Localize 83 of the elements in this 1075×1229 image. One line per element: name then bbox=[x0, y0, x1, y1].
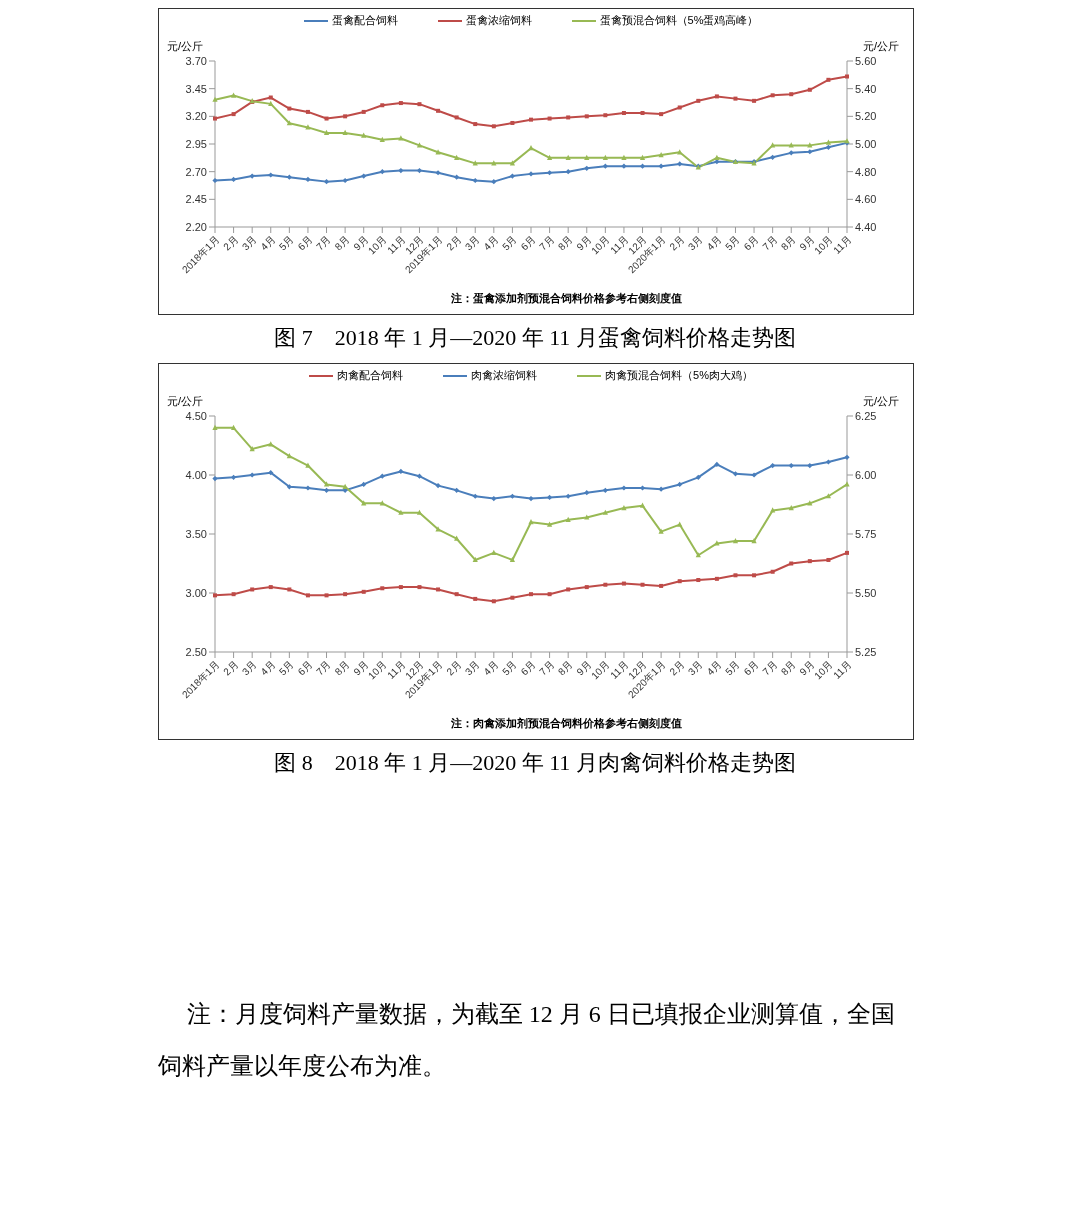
x-tick-label: 5月 bbox=[277, 658, 296, 678]
x-tick-label: 5月 bbox=[723, 233, 742, 253]
y-tick-label: 4.00 bbox=[185, 468, 207, 481]
x-tick-label: 8月 bbox=[332, 658, 352, 678]
y-tick-label: 2.95 bbox=[185, 137, 207, 150]
y2-tick-label: 4.60 bbox=[855, 193, 877, 206]
x-tick-label: 4月 bbox=[704, 658, 724, 678]
x-tick-label: 6月 bbox=[295, 233, 315, 253]
legend-label: 蛋禽预混合饲料（5%蛋鸡高峰） bbox=[599, 13, 759, 28]
y2-tick-label: 5.60 bbox=[855, 54, 877, 67]
x-tick-label: 3月 bbox=[239, 233, 259, 253]
x-tick-label: 3月 bbox=[685, 658, 705, 678]
x-tick-label: 4月 bbox=[258, 658, 278, 678]
y2-tick-label: 5.75 bbox=[855, 527, 877, 540]
x-tick-label: 2月 bbox=[221, 658, 241, 678]
x-tick-label: 3月 bbox=[685, 233, 705, 253]
legend-label: 肉禽预混合饲料（5%肉大鸡） bbox=[605, 368, 753, 383]
legend-label: 蛋禽配合饲料 bbox=[331, 13, 398, 28]
text: 注：月度饲料产量数据，为截至 12 月 6 日已填报企业测算值，全国饲料产量以年度公布为准。 bbox=[158, 1000, 896, 1081]
x-tick-label: 8月 bbox=[778, 233, 798, 253]
y2-axis-title: 元/公斤 bbox=[862, 39, 899, 54]
y-axis-title: 元/公斤 bbox=[167, 394, 204, 409]
x-tick-label: 7月 bbox=[537, 658, 557, 678]
y2-axis-title: 元/公斤 bbox=[862, 394, 899, 409]
y2-tick-label: 5.00 bbox=[855, 137, 877, 150]
y2-tick-label: 4.80 bbox=[855, 165, 877, 178]
x-tick-label: 5月 bbox=[500, 658, 519, 678]
text: 注：蛋禽添加剂预混合饲料价格参考右侧刻度值 bbox=[449, 291, 683, 306]
y-axis-title: 元/公斤 bbox=[167, 39, 204, 54]
y-tick-label: 2.20 bbox=[185, 220, 207, 233]
x-tick-label: 8月 bbox=[555, 658, 575, 678]
y-tick-label: 2.50 bbox=[185, 645, 207, 658]
y2-tick-label: 5.20 bbox=[855, 110, 877, 123]
x-tick-label: 4月 bbox=[481, 233, 501, 253]
x-tick-label: 2月 bbox=[667, 233, 687, 253]
x-tick-label: 2月 bbox=[221, 233, 241, 253]
x-tick-label: 5月 bbox=[723, 658, 742, 678]
x-tick-label: 7月 bbox=[537, 233, 557, 253]
x-tick-label: 6月 bbox=[741, 233, 761, 253]
x-tick-label: 4月 bbox=[704, 233, 724, 253]
text: 图 7 2018 年 1 月—2020 年 11 月蛋禽饲料价格走势图 bbox=[273, 324, 797, 352]
x-tick-label: 3月 bbox=[462, 233, 482, 253]
legend-label: 肉禽配合饲料 bbox=[337, 368, 404, 383]
x-tick-label: 2月 bbox=[667, 658, 687, 678]
y2-tick-label: 5.50 bbox=[855, 586, 877, 599]
y-tick-label: 3.50 bbox=[185, 527, 207, 540]
x-tick-label: 6月 bbox=[295, 658, 315, 678]
text: 注：肉禽添加剂预混合饲料价格参考右侧刻度值 bbox=[449, 716, 683, 731]
x-tick-label: 8月 bbox=[778, 658, 798, 678]
y-tick-label: 3.45 bbox=[185, 82, 207, 95]
y2-tick-label: 6.00 bbox=[855, 468, 877, 481]
x-tick-label: 8月 bbox=[555, 233, 575, 253]
x-tick-label: 4月 bbox=[258, 233, 278, 253]
legend-label: 肉禽浓缩饲料 bbox=[471, 368, 538, 383]
x-tick-label: 4月 bbox=[481, 658, 501, 678]
y2-tick-label: 4.40 bbox=[855, 220, 877, 233]
x-tick-label: 3月 bbox=[462, 658, 482, 678]
x-tick-label: 5月 bbox=[500, 233, 519, 253]
y-tick-label: 4.50 bbox=[185, 409, 207, 422]
x-tick-label: 6月 bbox=[741, 658, 761, 678]
x-tick-label: 7月 bbox=[760, 233, 780, 253]
legend-label: 蛋禽浓缩饲料 bbox=[465, 13, 532, 28]
x-tick-label: 8月 bbox=[332, 233, 352, 253]
y-tick-label: 2.70 bbox=[185, 165, 207, 178]
x-tick-label: 6月 bbox=[518, 233, 538, 253]
x-tick-label: 2月 bbox=[444, 233, 464, 253]
y-tick-label: 3.20 bbox=[185, 110, 207, 123]
x-tick-label: 7月 bbox=[760, 658, 780, 678]
x-tick-label: 6月 bbox=[518, 658, 538, 678]
x-tick-label: 11月 bbox=[831, 658, 854, 681]
x-tick-label: 3月 bbox=[239, 658, 259, 678]
y2-tick-label: 6.25 bbox=[855, 409, 877, 422]
x-tick-label: 5月 bbox=[277, 233, 296, 253]
text: 图 8 2018 年 1 月—2020 年 11 月肉禽饲料价格走势图 bbox=[273, 749, 797, 777]
x-tick-label: 7月 bbox=[314, 658, 333, 678]
y-tick-label: 2.45 bbox=[185, 193, 207, 206]
y-tick-label: 3.70 bbox=[185, 54, 207, 67]
x-tick-label: 7月 bbox=[314, 233, 333, 253]
y2-tick-label: 5.25 bbox=[855, 645, 877, 658]
x-tick-label: 11月 bbox=[831, 233, 854, 256]
x-tick-label: 2月 bbox=[444, 658, 464, 678]
y2-tick-label: 5.40 bbox=[855, 82, 877, 95]
y-tick-label: 3.00 bbox=[185, 586, 207, 599]
